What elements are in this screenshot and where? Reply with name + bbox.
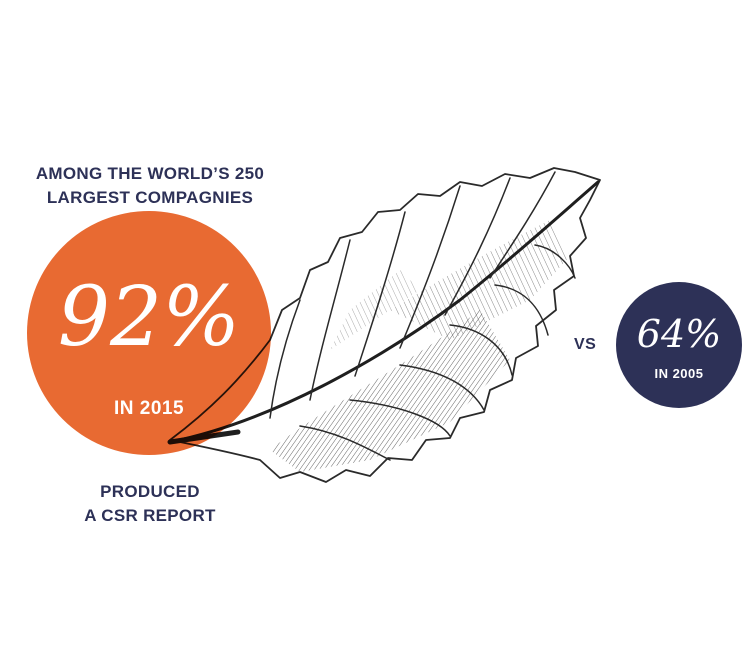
leaf-illustration — [167, 167, 601, 483]
orange-stat-content: 92% IN 2015 — [27, 211, 271, 455]
headline-line-2: LARGEST COMPAGNIES — [46, 188, 254, 207]
headline: AMONG THE WORLD’S 250 LARGEST COMPAGNIES — [0, 162, 300, 210]
orange-stat-circle — [27, 211, 271, 455]
headline-line-1: AMONG THE WORLD’S 250 — [35, 164, 265, 183]
vs-label: VS — [574, 336, 597, 353]
stat-2005-year: IN 2005 — [654, 366, 704, 381]
stat-2015-year: IN 2015 — [113, 398, 185, 419]
stat-2005-percent: 64% — [636, 312, 722, 356]
stat-2015-percent: 92% — [57, 270, 241, 365]
caption-line-2: A CSR REPORT — [84, 506, 216, 525]
caption: PRODUCED A CSR REPORT — [40, 480, 260, 528]
navy-stat-circle: 64% IN 2005 — [616, 282, 742, 408]
caption-line-1: PRODUCED — [100, 482, 200, 501]
